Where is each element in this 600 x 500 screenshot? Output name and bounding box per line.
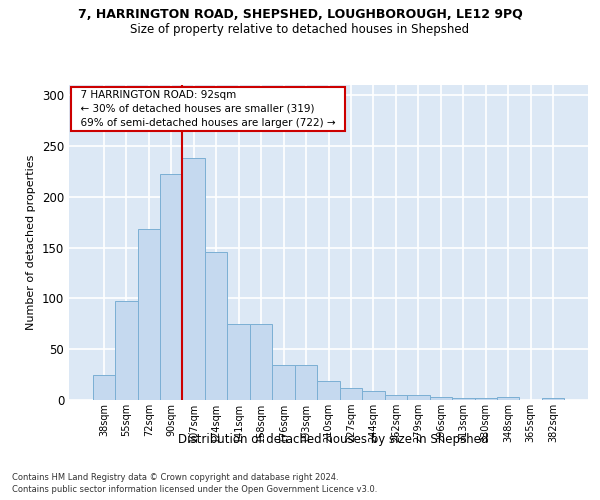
Bar: [340, 388, 362, 400]
Bar: [385, 395, 407, 400]
Bar: [475, 398, 497, 400]
Bar: [250, 324, 272, 400]
Text: 7, HARRINGTON ROAD, SHEPSHED, LOUGHBOROUGH, LE12 9PQ: 7, HARRINGTON ROAD, SHEPSHED, LOUGHBOROU…: [77, 8, 523, 20]
Bar: [362, 391, 385, 400]
Bar: [160, 174, 182, 400]
Bar: [497, 397, 520, 400]
Text: Distribution of detached houses by size in Shepshed: Distribution of detached houses by size …: [178, 432, 488, 446]
Text: 7 HARRINGTON ROAD: 92sqm  
  ← 30% of detached houses are smaller (319)  
  69% : 7 HARRINGTON ROAD: 92sqm ← 30% of detach…: [74, 90, 343, 128]
Bar: [542, 398, 565, 400]
Bar: [317, 380, 340, 400]
Y-axis label: Number of detached properties: Number of detached properties: [26, 155, 37, 330]
Bar: [295, 366, 317, 400]
Text: Size of property relative to detached houses in Shepshed: Size of property relative to detached ho…: [130, 22, 470, 36]
Bar: [92, 374, 115, 400]
Text: Contains HM Land Registry data © Crown copyright and database right 2024.: Contains HM Land Registry data © Crown c…: [12, 472, 338, 482]
Bar: [407, 395, 430, 400]
Text: Contains public sector information licensed under the Open Government Licence v3: Contains public sector information licen…: [12, 485, 377, 494]
Bar: [430, 397, 452, 400]
Bar: [205, 252, 227, 400]
Bar: [227, 324, 250, 400]
Bar: [137, 230, 160, 400]
Bar: [452, 398, 475, 400]
Bar: [115, 302, 137, 400]
Bar: [272, 366, 295, 400]
Bar: [182, 158, 205, 400]
